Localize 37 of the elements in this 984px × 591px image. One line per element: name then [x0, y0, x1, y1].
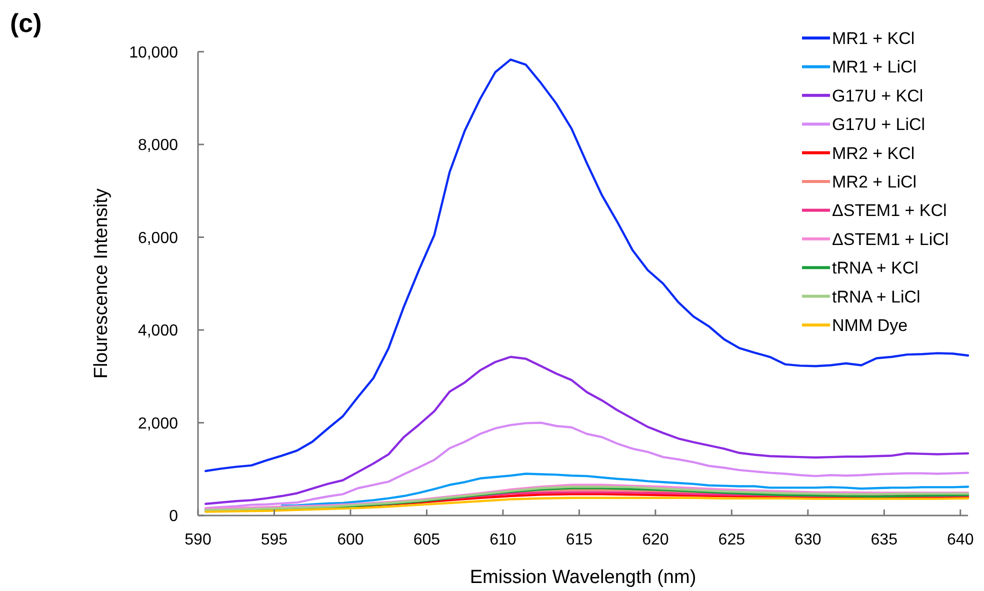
text: (c): [10, 8, 42, 38]
y-tick-label: 4,000: [138, 322, 178, 340]
x-tick-label: 635: [870, 532, 898, 548]
legend-label: MR1 + LiCl: [832, 58, 917, 77]
legend-label: G17U + LiCl: [832, 115, 926, 134]
line-series: [204, 496, 970, 513]
legend-label: tRNA + KCl: [832, 258, 918, 278]
y-tick-label: 10,000: [129, 44, 178, 62]
legend-label: MR1 + KCl: [832, 28, 915, 48]
y-tick-label: 6,000: [138, 230, 178, 247]
line-series: [357, 493, 970, 508]
line-series: [204, 422, 970, 510]
legend-label: ΔSTEM1 + LiCl: [832, 230, 949, 249]
x-tick-label: 620: [642, 532, 669, 548]
x-tick-label: 605: [413, 532, 440, 548]
x-tick-label: 590: [184, 532, 212, 548]
legend-label: tRNA + LiCl: [832, 287, 920, 306]
line-series: [204, 356, 970, 506]
line-series: [204, 58, 970, 472]
y-tick-label: 8,000: [138, 137, 178, 154]
legend-label: MR2 + KCl: [832, 144, 915, 163]
line-series: [280, 472, 970, 507]
legend-label: G17U + KCl: [832, 86, 924, 106]
x-tick-label: 630: [794, 532, 822, 548]
y-tick-label: 0: [169, 508, 178, 526]
y-tick-label: 2,000: [138, 415, 178, 432]
x-tick-label: 610: [490, 532, 516, 548]
legend-label: ΔSTEM1 + KCl: [832, 201, 947, 220]
x-tick-label: 595: [260, 532, 288, 548]
x-tick-label: 615: [566, 532, 593, 548]
y-axis-title: Flourescence Intensity: [91, 188, 112, 379]
legend-label: NMM Dye: [832, 316, 908, 335]
x-axis-title: Emission Wavelength (nm): [470, 567, 696, 588]
legend-label: MR2 + LiCl: [832, 172, 917, 192]
x-tick-label: 640: [947, 532, 974, 548]
x-tick-label: 600: [337, 532, 364, 548]
x-tick-label: 625: [718, 532, 746, 548]
